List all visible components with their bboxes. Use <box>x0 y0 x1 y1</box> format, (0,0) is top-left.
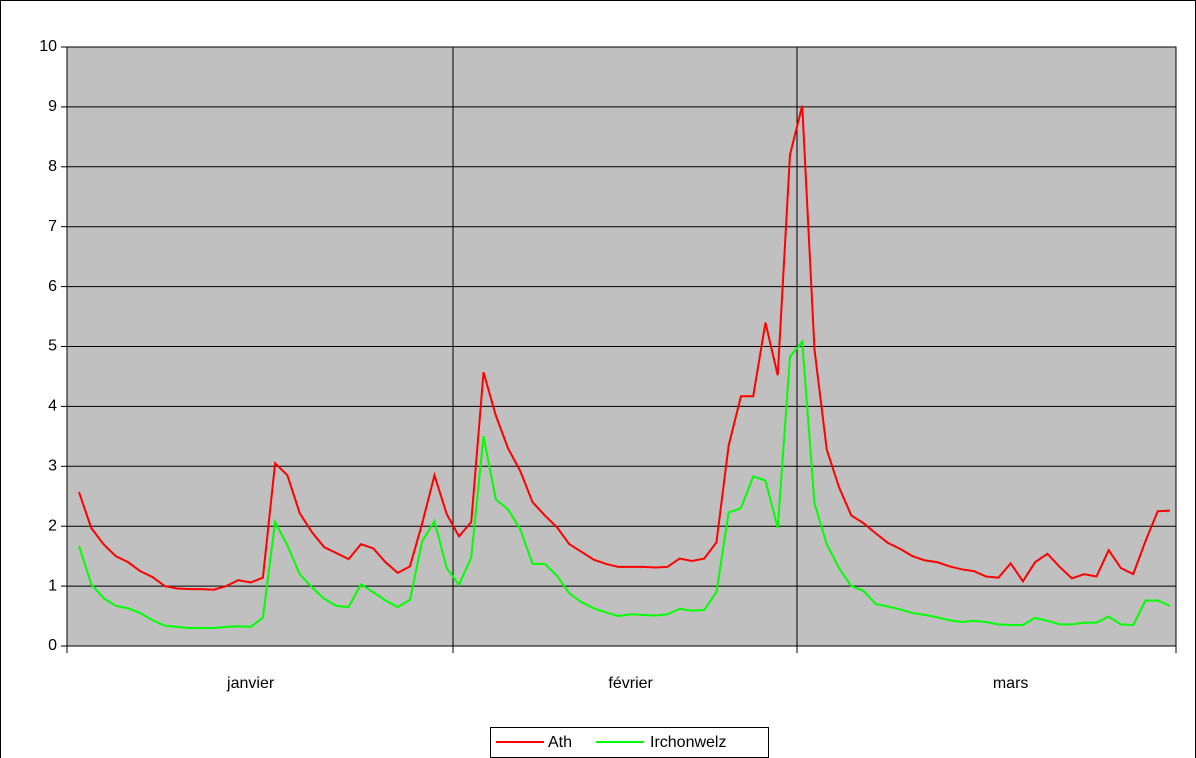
y-tick-label: 3 <box>48 458 57 475</box>
y-tick-label: 8 <box>48 158 57 175</box>
x-tick-label: février <box>608 675 653 692</box>
x-tick-label: mars <box>993 675 1029 692</box>
x-tick-label: janvier <box>226 675 275 692</box>
y-tick-label: 5 <box>48 338 57 355</box>
y-tick-label: 10 <box>39 38 57 55</box>
grid <box>61 46 1176 647</box>
y-tick-label: 0 <box>48 637 57 654</box>
y-tick-label: 4 <box>48 398 57 415</box>
legend-items: Ath Irchonwelz <box>496 734 726 751</box>
legend-label: Irchonwelz <box>650 734 726 751</box>
y-tick-label: 1 <box>48 577 57 594</box>
y-tick-label: 7 <box>48 218 57 235</box>
series-lines <box>78 105 1171 630</box>
y-tick-label: 2 <box>48 517 57 534</box>
y-tick-label: 6 <box>48 278 57 295</box>
legend-label: Ath <box>548 734 572 751</box>
y-tick-label: 9 <box>48 98 57 115</box>
series-line <box>78 339 1171 630</box>
series-line <box>78 105 1171 591</box>
